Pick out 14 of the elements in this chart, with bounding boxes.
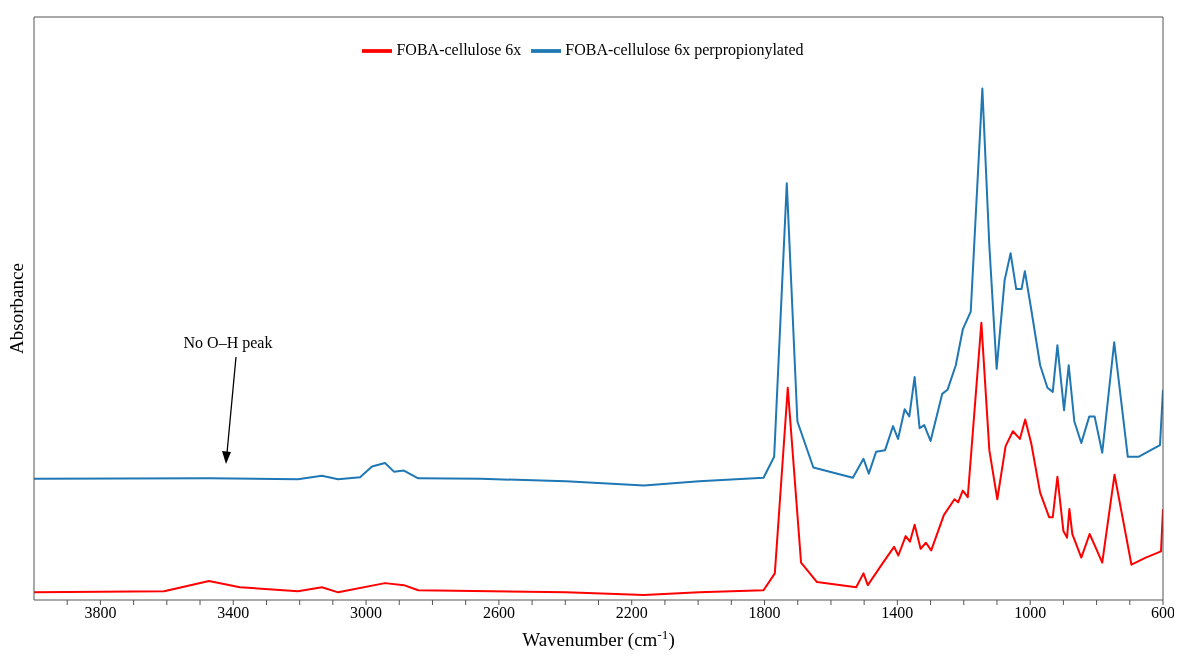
legend-label: FOBA-cellulose 6x [396,40,522,58]
x-tick-label: 2200 [615,604,648,622]
x-tick-label: 3400 [217,604,250,622]
x-tick-label: 3000 [350,604,383,622]
x-tick-label: 600 [1151,604,1175,622]
x-tick-label: 1800 [748,604,781,622]
legend-label: FOBA-cellulose 6x perpropionylated [565,40,804,58]
x-tick-label: 2600 [482,604,515,622]
x-tick-label: 1000 [1014,604,1047,622]
x-tick-label: 1400 [881,604,914,622]
y-axis-title: Absorbance [5,263,27,354]
x-axis-title: Wavenumber (cm$^{-1}$) [522,626,675,651]
x-tick-label: 3800 [84,604,117,622]
annotation: No O–H peak [183,334,273,352]
